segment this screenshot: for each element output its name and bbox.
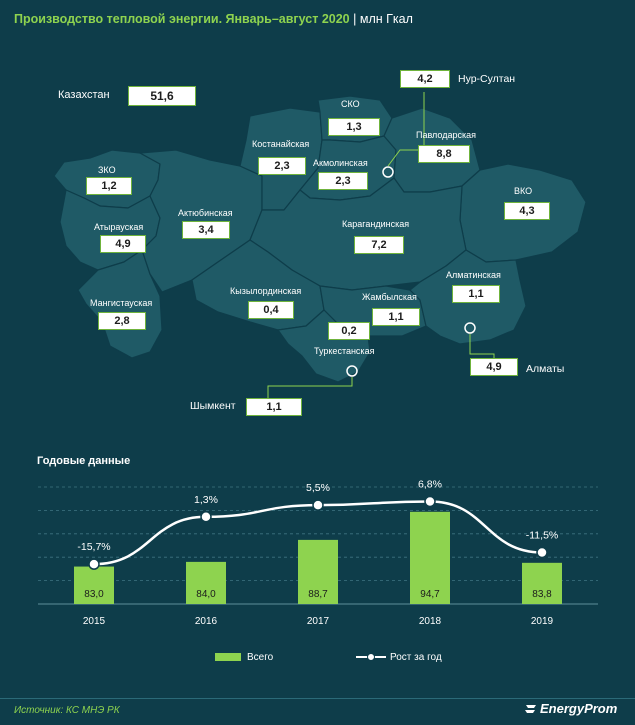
bar-label-2019: 83,8 [532,589,552,600]
growth-point-2015 [88,558,100,570]
region-label-zko: ЗКО [98,165,116,175]
bar-2015 [74,566,114,604]
bar-label-2015: 83,0 [84,589,104,600]
tick-label-2017: 2017 [307,616,330,627]
growth-label-2019: -11,5% [526,529,559,541]
region-label-akmola: Акмолинская [313,158,368,168]
region-value-kyzylorda: 0,4 [248,301,294,319]
footer-divider [0,698,635,699]
bar-2017 [298,539,338,604]
region-value-turkestan: 0,2 [328,322,370,340]
bar-2016 [186,561,226,604]
growth-label-2016: 1,3% [194,494,218,506]
growth-label-2018: 6,8% [418,478,442,490]
tick-label-2018: 2018 [419,616,442,627]
region-shape-turkestan [277,309,371,383]
region-label-mangistau: Мангистауская [90,298,153,308]
page-title: Производство тепловой энергии. Январь–ав… [14,12,413,26]
growth-point-2016 [200,511,212,523]
city-value-nur-sultan: 4,2 [400,70,450,88]
region-label-karaganda: Карагандинская [342,219,410,229]
source-note: Источник: КС МНЭ РК [14,705,120,716]
total-value: 51,6 [128,86,196,106]
legend-line-swatch [356,653,386,662]
region-value-mangistau: 2,8 [98,312,146,330]
legend-bar: Всего [215,652,273,663]
region-label-sko: СКО [341,99,360,109]
region-value-zko: 1,2 [86,177,132,195]
growth-line [93,500,543,566]
growth-label-2015: -15,7% [77,541,110,553]
leader-almaty [469,334,495,358]
region-value-sko: 1,3 [328,118,380,136]
energyprom-logo-icon [525,705,536,713]
city-value-shymkent: 1,1 [246,398,302,416]
energyprom-logo: EnergyProm [540,701,618,716]
region-value-atyrau: 4,9 [100,235,146,253]
region-value-karaganda: 7,2 [354,236,404,254]
total-label: Казахстан [58,89,110,101]
legend-bar-label: Всего [247,652,274,663]
bar-label-2016: 84,0 [196,589,216,600]
tick-label-2015: 2015 [83,616,106,627]
legend-line-label: Рост за год [390,652,442,663]
legend-line: Рост за год [356,652,442,663]
region-value-vko: 4,3 [504,202,550,220]
region-value-akmola: 2,3 [318,172,368,190]
city-marker-almaty [464,322,476,334]
region-value-almaty-obl: 1,1 [452,285,500,303]
bar-label-2017: 88,7 [308,589,328,600]
city-label-shymkent: Шымкент [190,400,236,412]
region-value-pavlodar: 8,8 [418,145,470,163]
region-label-atyrau: Атырауская [94,222,144,232]
growth-point-2017 [312,499,324,511]
leader-nur-sultan [387,92,425,167]
region-label-turkestan: Туркестанская [314,346,375,356]
city-label-almaty: Алматы [526,363,565,375]
bar-2018 [410,511,450,604]
region-label-zhambyl: Жамбылская [362,292,417,302]
region-label-pavlodar: Павлодарская [416,130,476,140]
region-label-almaty-obl: Алматинская [446,270,501,280]
region-label-vko: ВКО [514,186,533,196]
tick-label-2016: 2016 [195,616,218,627]
title-main: Производство тепловой энергии. Январь–ав… [14,12,350,26]
leader-shymkent [267,377,353,398]
region-value-zhambyl: 1,1 [372,308,420,326]
city-marker-shymkent [346,365,358,377]
bar-2019 [522,562,562,604]
region-value-kostanay: 2,3 [258,157,306,175]
city-value-almaty: 4,9 [470,358,518,376]
city-label-nur-sultan: Нур-Султан [458,73,516,85]
legend-bar-swatch [215,653,241,662]
growth-point-2019 [536,546,548,559]
title-separator: | [353,12,357,26]
region-label-kyzylorda: Кызылординская [230,286,302,296]
growth-label-2017: 5,5% [306,482,330,494]
annual-title: Годовые данные [37,455,131,467]
region-value-aktobe: 3,4 [182,221,230,239]
region-label-aktobe: Актюбинская [178,208,233,218]
title-unit: млн Гкал [359,12,413,26]
bar-label-2018: 94,7 [420,589,440,600]
tick-label-2019: 2019 [531,616,554,627]
region-label-kostanay: Костанайская [252,139,310,149]
city-marker-nur-sultan [382,166,394,178]
growth-point-2018 [424,495,436,508]
